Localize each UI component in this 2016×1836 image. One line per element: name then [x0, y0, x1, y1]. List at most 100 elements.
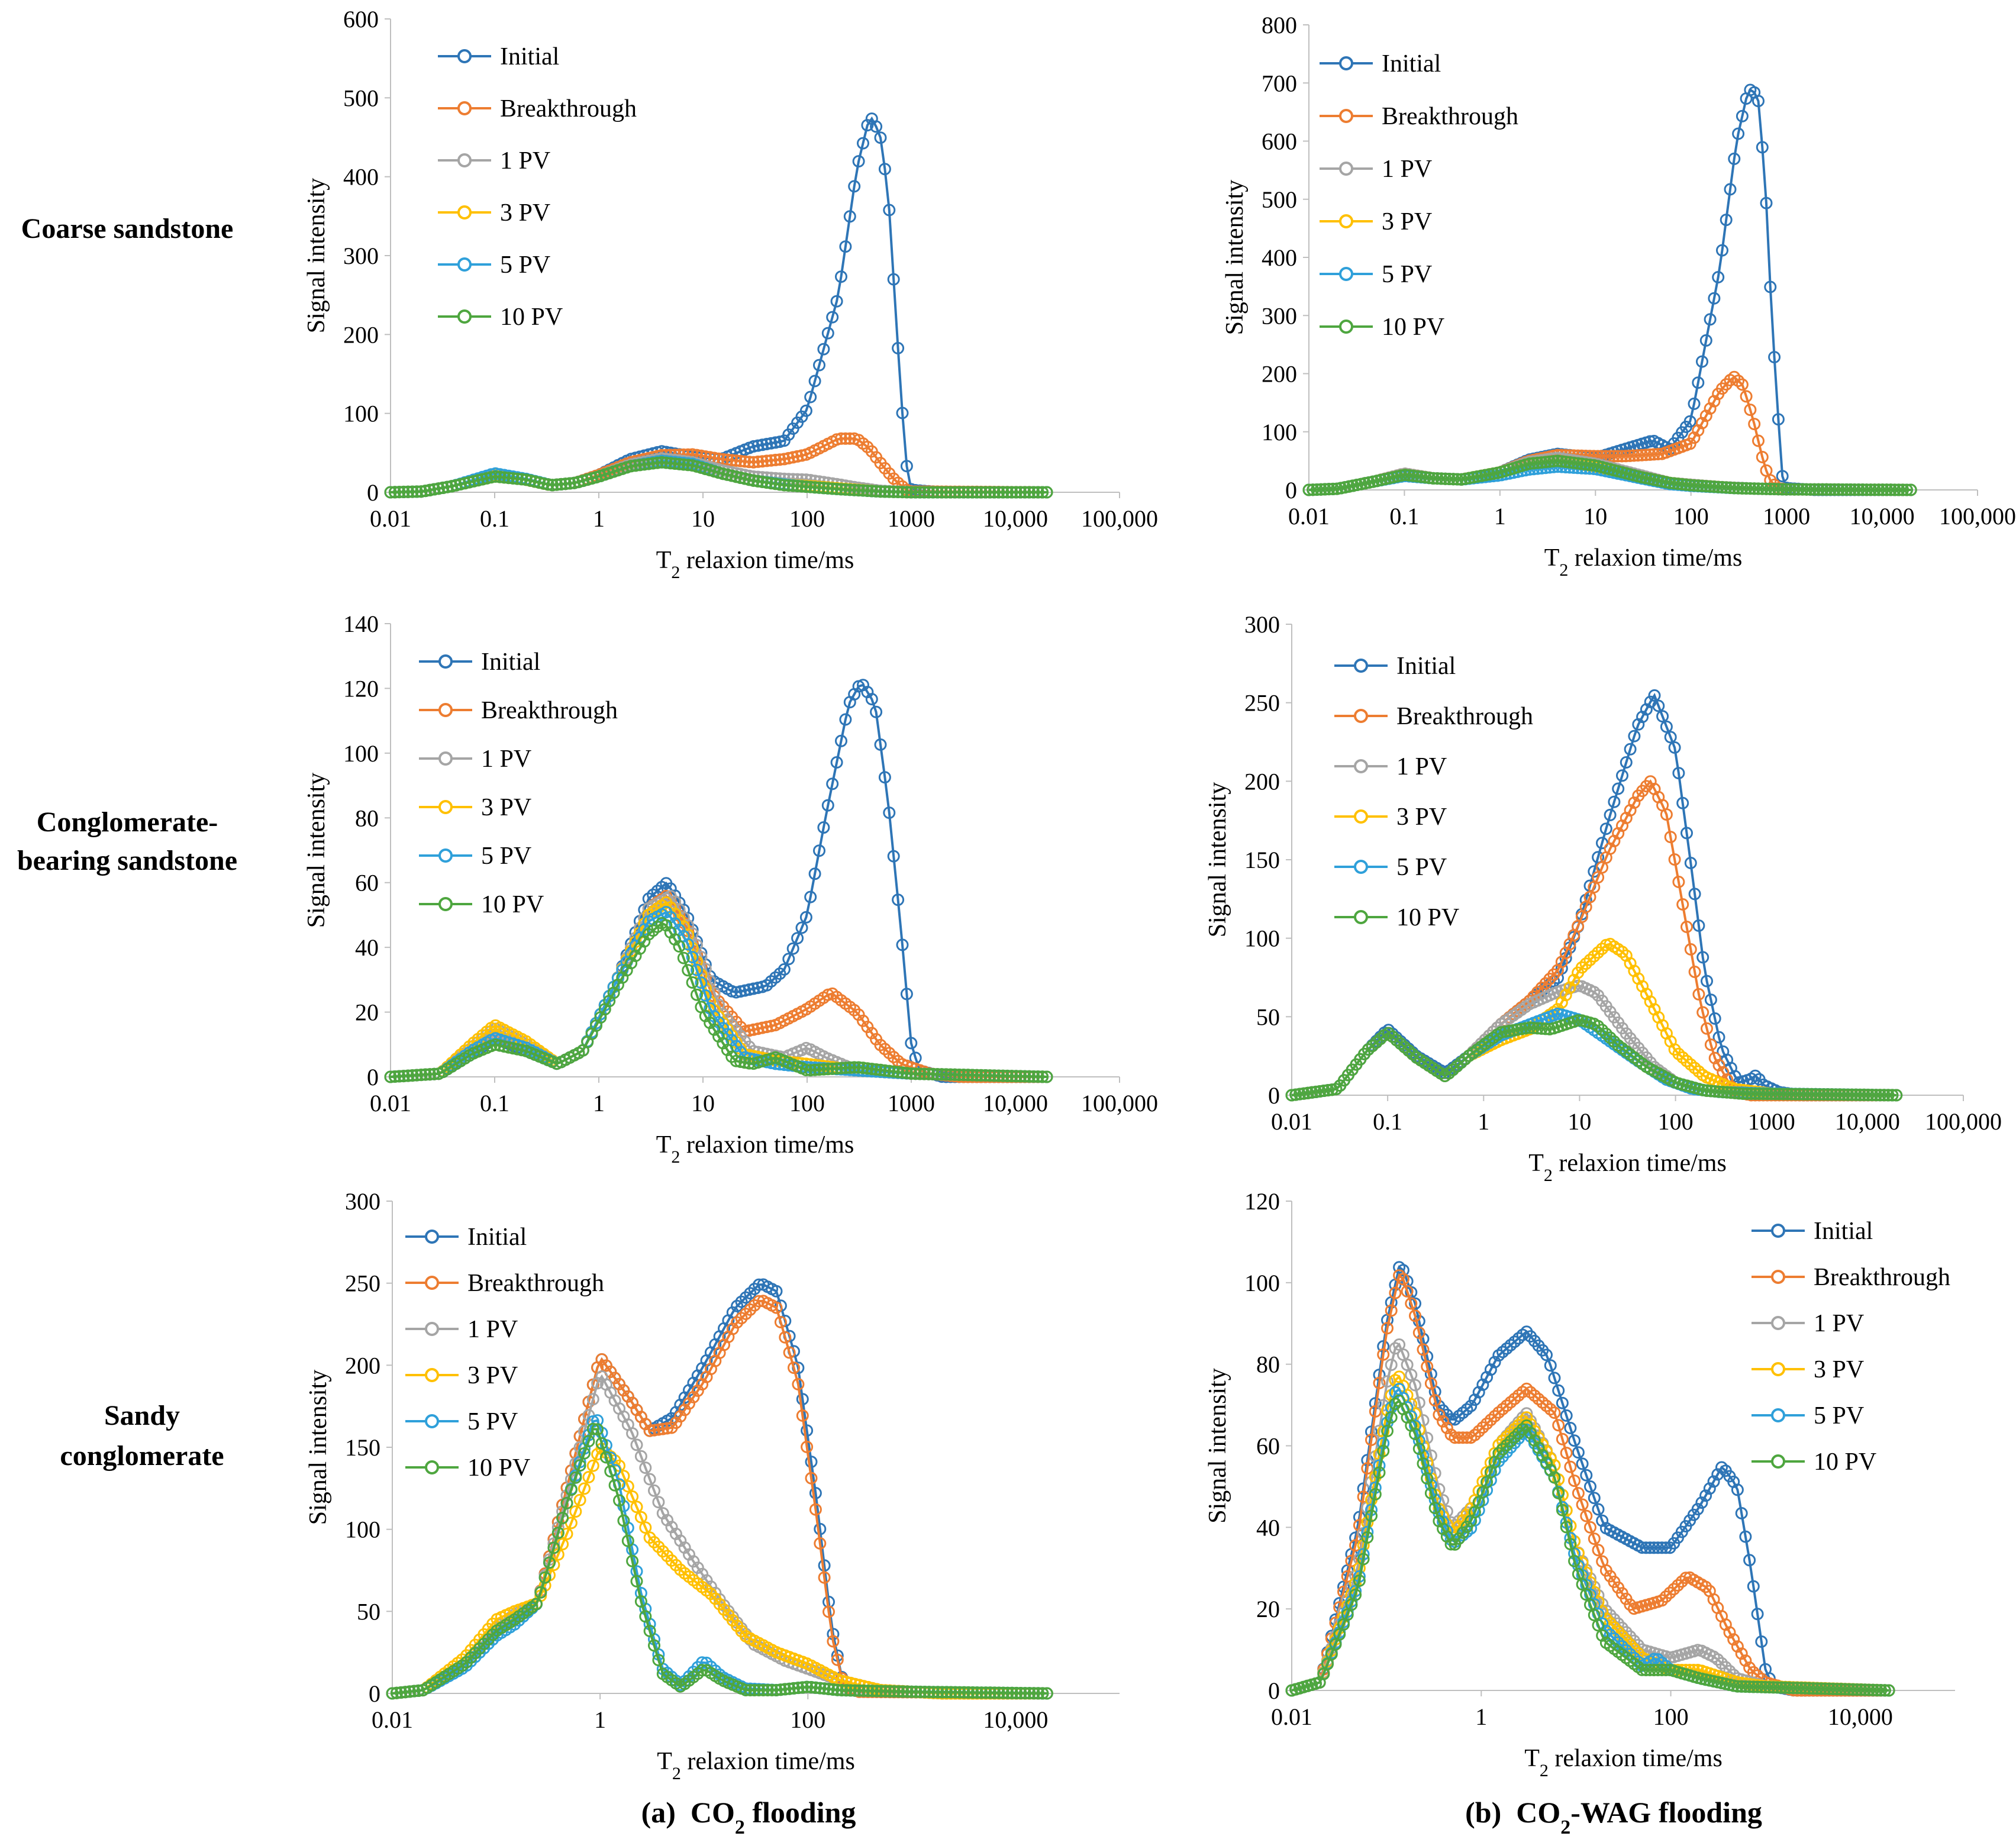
x-axis-title: T2 relaxion time/ms [1528, 1150, 1727, 1185]
data-point [1716, 481, 1728, 493]
data-point [625, 460, 638, 473]
data-point [1724, 481, 1737, 494]
legend-item-5-pv: 5 PV [419, 843, 531, 870]
data-point [643, 1473, 656, 1486]
data-point [1712, 1059, 1725, 1072]
data-point [861, 1062, 874, 1075]
data-point [652, 1496, 665, 1509]
data-point [643, 1424, 656, 1437]
data-point [1756, 451, 1769, 463]
data-point [1588, 950, 1601, 963]
data-point [1399, 469, 1412, 482]
data-point [1712, 1085, 1725, 1098]
data-point [507, 1042, 520, 1055]
data-point [1684, 857, 1697, 869]
data-point [796, 1409, 809, 1422]
x-tick-label: 10 [691, 505, 715, 532]
data-point [997, 1686, 1009, 1699]
data-point [565, 1483, 578, 1496]
data-point [1728, 482, 1741, 495]
legend-swatch-marker [425, 1276, 439, 1290]
data-point [613, 1494, 625, 1507]
data-point [1615, 450, 1628, 463]
series-10-pv [384, 917, 1053, 1083]
data-point [866, 1685, 879, 1698]
data-point [1563, 456, 1576, 469]
data-point [428, 483, 441, 496]
data-point [586, 1459, 599, 1472]
legend-item-breakthrough: Breakthrough [1320, 103, 1518, 130]
y-tick-label: 20 [355, 999, 379, 1026]
data-point [1403, 469, 1415, 482]
y-tick-label: 140 [343, 611, 379, 637]
x-tick-label: 10 [691, 1090, 715, 1117]
data-point [1846, 1088, 1859, 1101]
legend-label: 5 PV [1382, 261, 1432, 288]
data-point [1749, 1088, 1762, 1101]
legend-swatch-marker [1354, 809, 1368, 824]
data-point [896, 486, 909, 499]
data-point [1398, 1041, 1411, 1054]
data-point [1732, 375, 1745, 388]
data-point [489, 1038, 502, 1051]
x-axis-title-main: T [1544, 544, 1560, 572]
data-point [569, 1471, 582, 1484]
legend-item-initial: Initial [438, 43, 559, 70]
data-point [966, 486, 979, 499]
data-point [892, 1685, 905, 1698]
data-point [1672, 477, 1685, 491]
data-point [1627, 449, 1640, 462]
data-point [1014, 486, 1027, 499]
legend-label: Breakthrough [481, 697, 618, 724]
y-tick-label: 100 [345, 1516, 380, 1543]
data-point [1647, 448, 1660, 461]
data-point [604, 1465, 617, 1478]
legend-item-10-pv: 10 PV [1320, 314, 1444, 341]
data-point [1450, 1060, 1463, 1073]
data-point [493, 470, 507, 483]
data-point [1309, 1085, 1323, 1098]
data-point [586, 1393, 599, 1406]
data-point [629, 459, 642, 472]
data-point [393, 1070, 406, 1083]
data-point [878, 1064, 891, 1077]
data-point [751, 439, 765, 452]
data-point [648, 1484, 660, 1497]
legend-label: 10 PV [1396, 904, 1459, 931]
data-point [931, 486, 944, 499]
data-point [1809, 1088, 1822, 1101]
data-point [647, 457, 660, 470]
data-point [406, 485, 419, 498]
data-point [648, 1639, 660, 1652]
y-tick-label: 60 [1256, 1433, 1280, 1460]
data-point [1692, 1065, 1705, 1078]
data-point [1527, 1021, 1540, 1034]
data-point [1868, 483, 1881, 496]
legend-swatch-marker [438, 751, 453, 766]
data-point [546, 479, 559, 492]
series-10-pv [1302, 454, 1917, 496]
data-point [1307, 483, 1320, 496]
data-point [1756, 482, 1769, 495]
y-tick-label: 400 [1262, 244, 1297, 271]
data-point [660, 456, 673, 469]
data-point [940, 1686, 953, 1699]
x-tick-label: 100,000 [1081, 505, 1158, 532]
data-point [432, 482, 445, 495]
data-point [1768, 483, 1781, 495]
data-point [1793, 1088, 1806, 1101]
data-point [502, 472, 515, 485]
data-point [857, 484, 869, 497]
data-point [835, 1061, 847, 1075]
data-point [1736, 482, 1749, 495]
caption-a-subscript: 2 [735, 1816, 745, 1836]
y-tick-label: 150 [345, 1434, 380, 1461]
legend-item-1-pv: 1 PV [419, 746, 531, 773]
data-point [1864, 483, 1877, 496]
data-point [1853, 1088, 1866, 1101]
y-tick-label: 250 [345, 1270, 380, 1297]
data-point [419, 1068, 432, 1081]
data-point [791, 932, 804, 945]
data-point [839, 432, 852, 445]
